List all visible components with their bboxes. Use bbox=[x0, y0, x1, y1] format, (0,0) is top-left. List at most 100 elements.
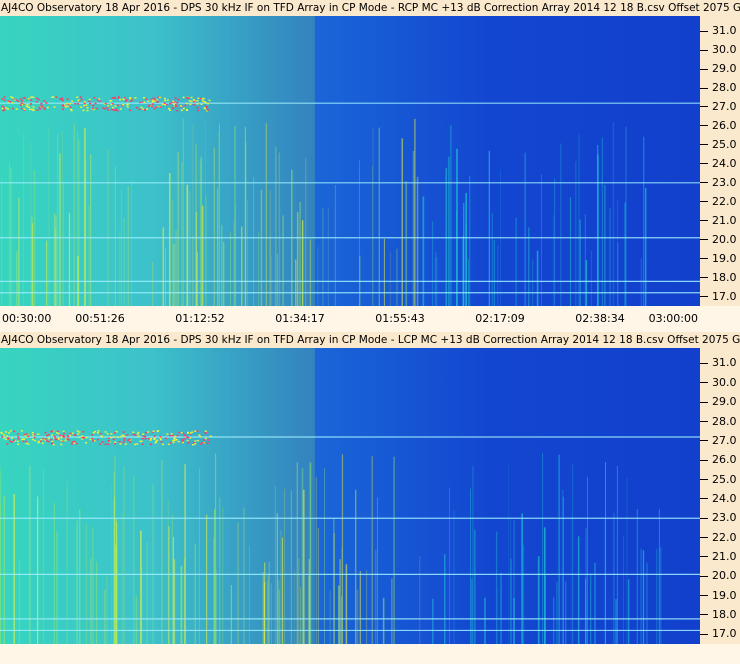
hot-speckle bbox=[122, 431, 125, 433]
hot-speckle bbox=[44, 431, 47, 434]
y-tick-mark bbox=[700, 163, 708, 165]
hot-speckle bbox=[1, 107, 4, 110]
hot-speckle bbox=[3, 434, 6, 436]
hot-speckle bbox=[65, 438, 68, 440]
y-tick-text: 23.0 bbox=[712, 175, 737, 189]
y-tick-label: 27.0 bbox=[700, 434, 740, 447]
hot-speckle bbox=[93, 97, 96, 99]
hot-speckle bbox=[119, 108, 122, 110]
y-tick-mark bbox=[700, 575, 708, 577]
y-tick-label: 22.0 bbox=[700, 195, 740, 208]
hot-speckle bbox=[153, 99, 156, 101]
hot-speckle bbox=[16, 440, 19, 443]
hot-speckle bbox=[83, 101, 86, 103]
y-tick-mark bbox=[700, 401, 708, 403]
hot-speckle bbox=[156, 99, 159, 101]
y-tick-text: 24.0 bbox=[712, 156, 737, 170]
hot-speckle bbox=[171, 101, 174, 103]
hot-speckle bbox=[203, 107, 206, 109]
hot-speckle bbox=[129, 109, 132, 111]
hot-speckle bbox=[110, 108, 113, 111]
hot-speckle bbox=[194, 430, 197, 432]
hot-speckle bbox=[76, 430, 79, 432]
hot-speckle bbox=[67, 103, 70, 106]
hot-speckle bbox=[107, 105, 110, 107]
hot-speckle bbox=[134, 97, 137, 99]
hot-speckle bbox=[204, 430, 207, 432]
hot-speckle bbox=[197, 439, 200, 442]
hot-speckle bbox=[169, 442, 172, 444]
hot-speckle bbox=[93, 440, 96, 442]
x-tick-label: 03:00:00 bbox=[648, 312, 698, 325]
hot-speckle bbox=[46, 434, 48, 437]
hot-speckle bbox=[197, 97, 200, 100]
hot-speckle bbox=[96, 99, 99, 101]
hot-speckle bbox=[112, 438, 115, 440]
hot-speckle bbox=[163, 97, 166, 100]
hot-speckle bbox=[173, 437, 176, 439]
hot-speckle bbox=[33, 433, 36, 435]
hot-speckle bbox=[82, 109, 85, 112]
hot-speckle bbox=[166, 433, 169, 435]
y-tick-mark bbox=[700, 382, 708, 384]
hot-speckle bbox=[57, 438, 60, 440]
hot-speckle bbox=[37, 440, 40, 443]
hot-speckle bbox=[92, 107, 94, 110]
hot-speckle bbox=[188, 100, 191, 102]
hot-speckle bbox=[126, 106, 129, 108]
hot-speckle bbox=[152, 97, 155, 99]
hot-speckle bbox=[25, 442, 28, 445]
hot-speckle bbox=[123, 435, 126, 437]
spectrogram-svg bbox=[0, 16, 700, 306]
hot-speckle bbox=[81, 435, 84, 437]
hot-speckle bbox=[73, 442, 76, 444]
hot-speckle bbox=[186, 97, 189, 99]
hot-speckle bbox=[51, 430, 54, 432]
hot-speckle bbox=[15, 99, 18, 101]
y-tick-text: 26.0 bbox=[712, 453, 737, 467]
hot-speckle bbox=[104, 107, 107, 110]
hot-speckle bbox=[88, 100, 91, 103]
hot-speckle bbox=[66, 438, 69, 440]
hot-speckle bbox=[181, 439, 183, 441]
hot-speckle bbox=[112, 436, 115, 438]
hot-speckle bbox=[187, 432, 189, 434]
hot-speckle bbox=[174, 104, 177, 106]
hot-speckle bbox=[74, 434, 77, 437]
y-tick-mark bbox=[700, 362, 708, 364]
hot-speckle bbox=[164, 437, 167, 440]
hot-speckle bbox=[59, 435, 62, 437]
y-tick-text: 23.0 bbox=[712, 511, 737, 525]
hot-speckle bbox=[33, 436, 36, 439]
hot-speckle bbox=[126, 103, 129, 105]
hot-speckle bbox=[159, 437, 162, 439]
hot-speckle bbox=[168, 107, 171, 110]
hot-speckle bbox=[205, 102, 208, 104]
hot-speckle bbox=[110, 433, 113, 435]
hot-speckle bbox=[64, 439, 67, 442]
hot-speckle bbox=[159, 436, 162, 438]
hot-speckle bbox=[44, 438, 47, 440]
hot-speckle bbox=[51, 440, 54, 443]
hot-speckle bbox=[189, 103, 192, 106]
hot-speckle bbox=[100, 433, 103, 435]
y-tick-text: 19.0 bbox=[712, 251, 737, 265]
hot-speckle bbox=[118, 441, 121, 443]
hot-speckle bbox=[196, 106, 199, 109]
hot-speckle bbox=[160, 441, 163, 443]
hot-speckle bbox=[129, 441, 132, 443]
hot-speckle bbox=[30, 103, 32, 105]
lcp-x-axis-area bbox=[0, 644, 740, 664]
hot-speckle bbox=[77, 433, 80, 435]
hot-speckle bbox=[37, 433, 40, 435]
y-tick-mark bbox=[700, 144, 708, 146]
hot-speckle bbox=[156, 439, 159, 442]
hot-speckle bbox=[66, 102, 68, 105]
y-tick-mark bbox=[700, 595, 708, 597]
hot-speckle bbox=[169, 102, 172, 105]
hot-speckle bbox=[45, 439, 48, 442]
hot-speckle bbox=[142, 101, 145, 103]
hot-speckle bbox=[167, 443, 170, 445]
hot-speckle bbox=[91, 438, 94, 440]
hot-speckle bbox=[73, 440, 76, 443]
